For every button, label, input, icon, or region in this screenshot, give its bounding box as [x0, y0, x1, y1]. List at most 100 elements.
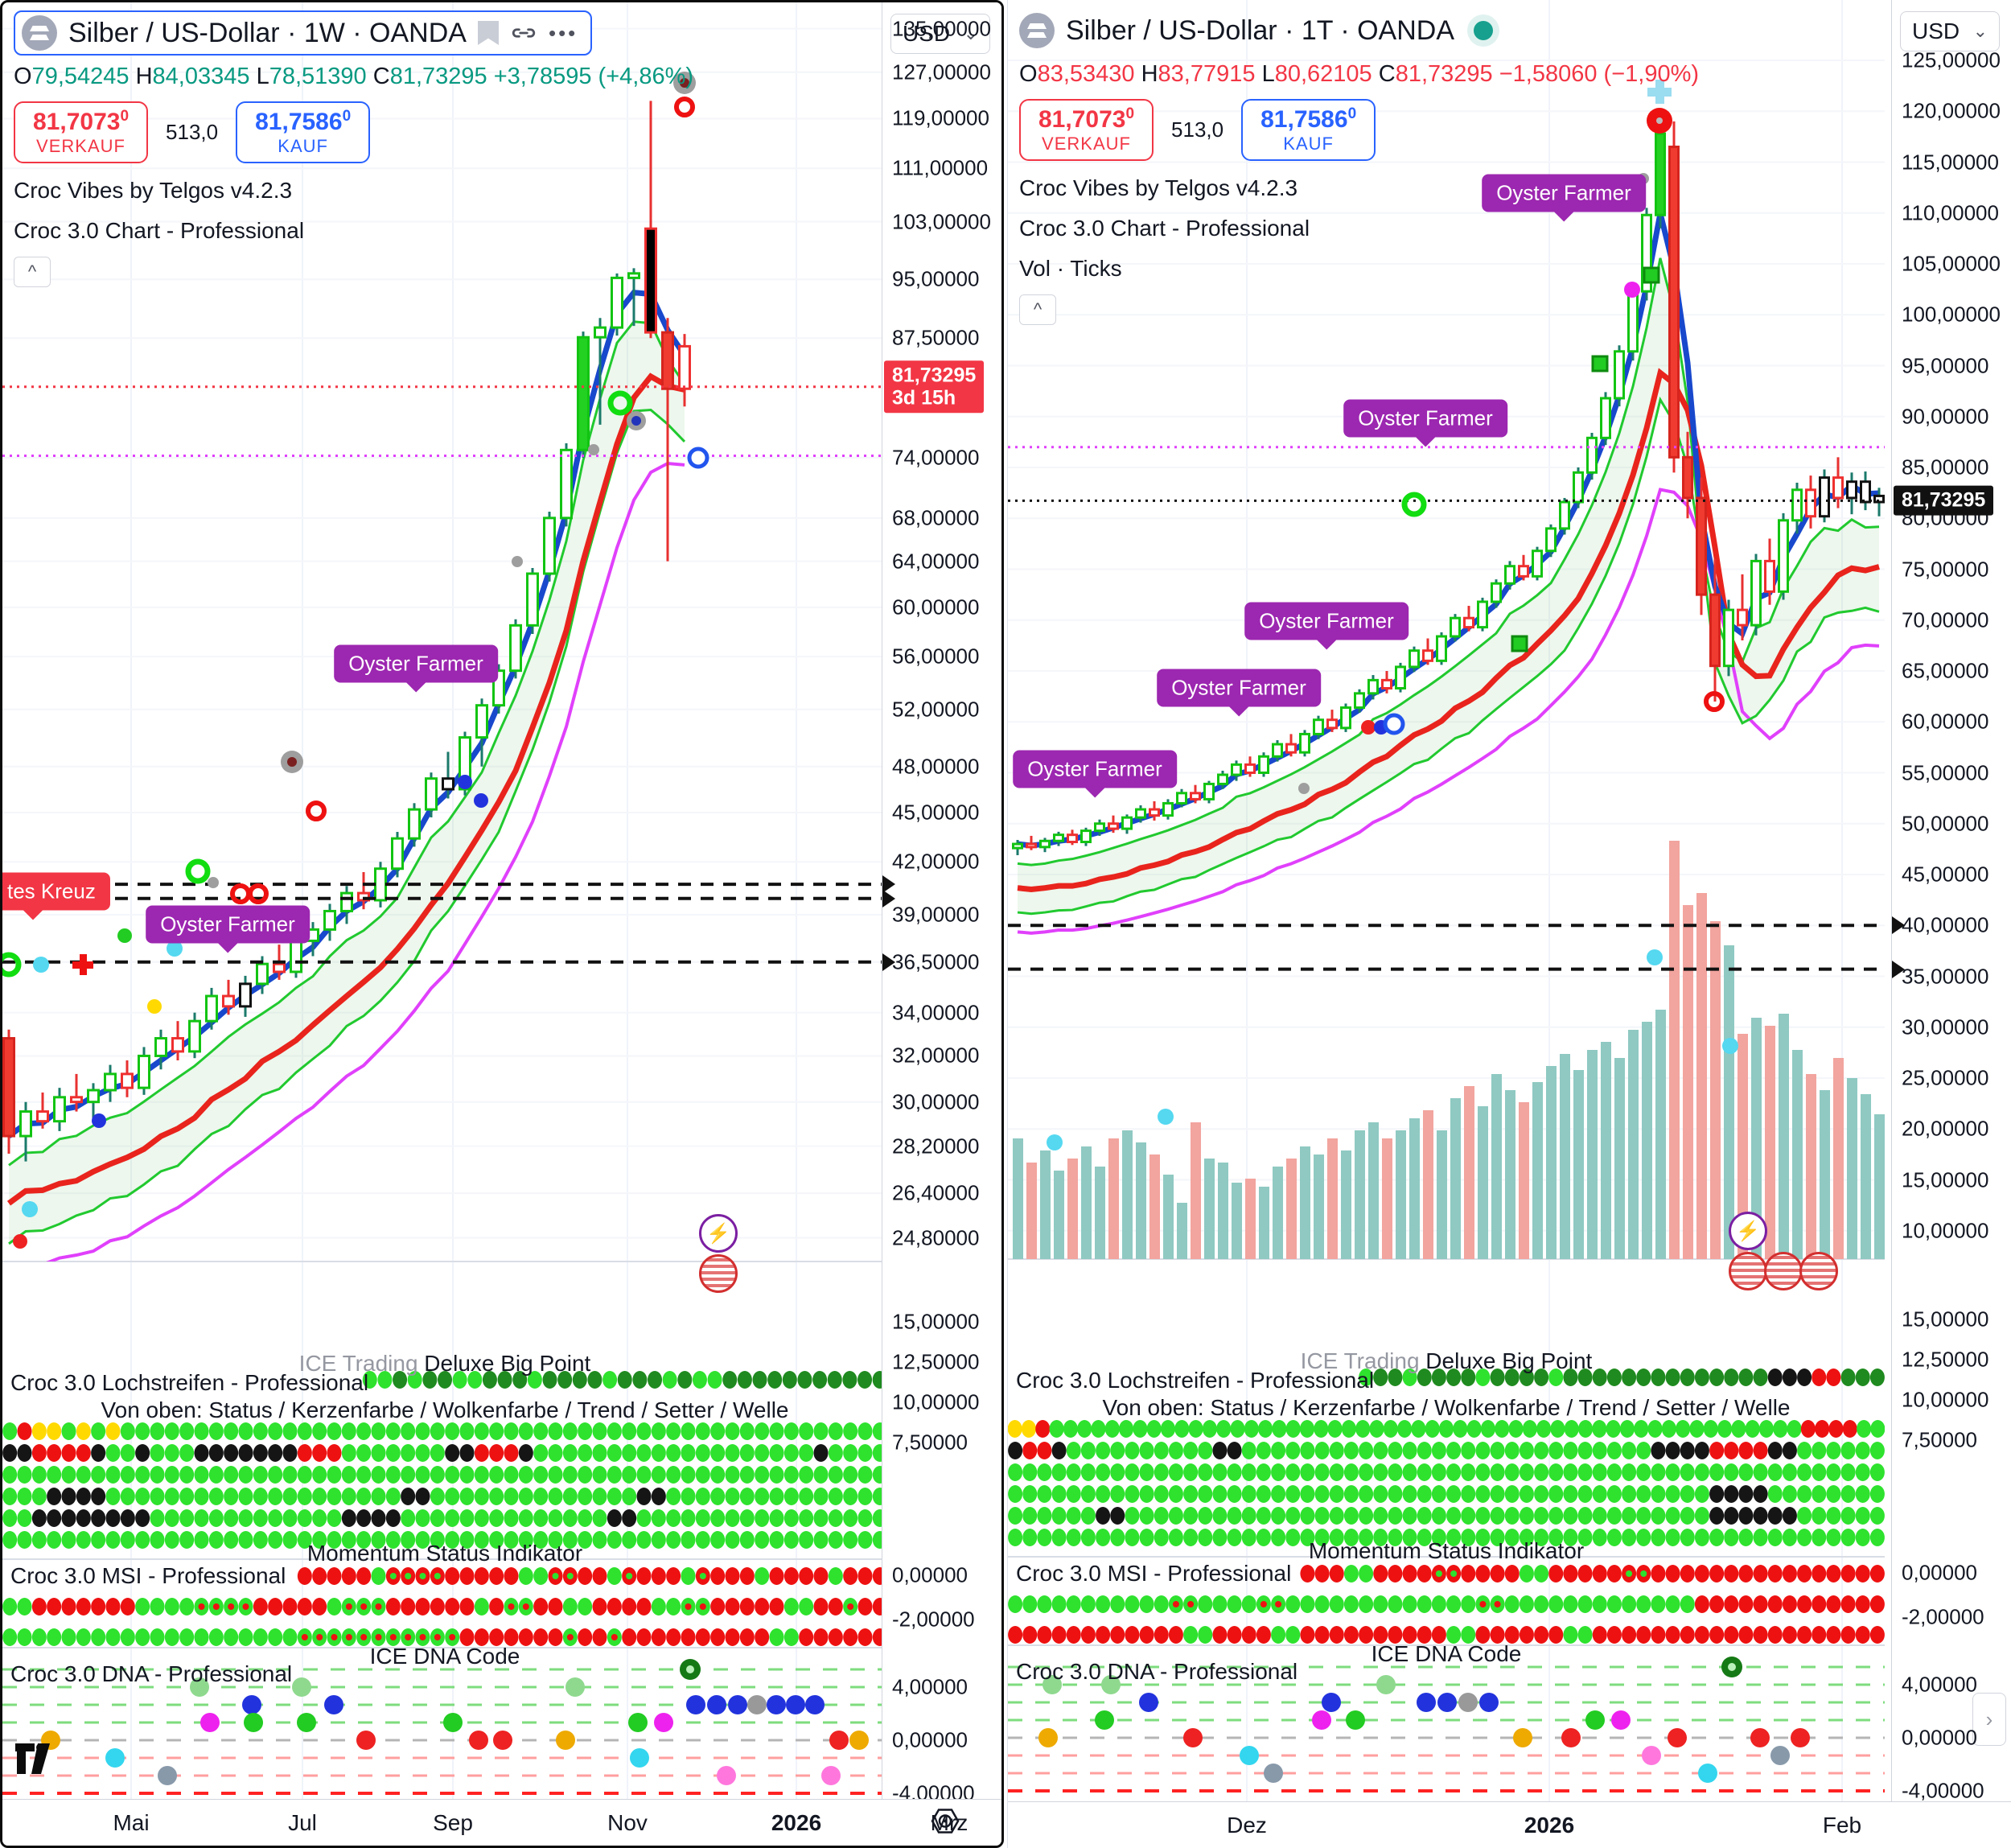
msi-label[interactable]: Croc 3.0 MSI - Professional — [1016, 1561, 1292, 1586]
time-axis-label[interactable]: 2026 — [1524, 1812, 1575, 1838]
currency-select[interactable]: USD ⌄ — [890, 14, 990, 54]
indicator-dot — [1636, 1507, 1651, 1525]
indicator-label-3[interactable]: Vol · Ticks — [1019, 256, 1122, 281]
indicator-dot — [327, 1598, 342, 1615]
expand-panel-button[interactable]: › — [1972, 1693, 2006, 1746]
indicator-dot — [1709, 1507, 1725, 1525]
indicator-dot — [268, 1598, 283, 1615]
more-options-icon[interactable]: ••• — [548, 20, 578, 45]
buy-button[interactable]: 81,75860 KAUF — [1241, 99, 1376, 161]
currency-select[interactable]: USD ⌄ — [1900, 11, 2000, 51]
candle-body — [1190, 792, 1201, 801]
axis-tick: 87,50000 — [892, 325, 980, 350]
oyster-farmer-badge[interactable]: Oyster Farmer — [1244, 602, 1409, 640]
symbol-title[interactable]: Silber / US-Dollar · 1W · OANDA — [68, 17, 467, 48]
oyster-farmer-badge[interactable]: Oyster Farmer — [1157, 669, 1321, 707]
oyster-farmer-badge[interactable]: Oyster Farmer — [1013, 750, 1177, 788]
indicator-dot — [769, 1444, 784, 1462]
indicator-dot — [253, 1598, 268, 1615]
time-axis-label[interactable]: Feb — [1822, 1812, 1862, 1838]
flash-icon[interactable]: ⚡ — [699, 1214, 738, 1253]
indicator-dot — [268, 1422, 283, 1440]
indicator-dot — [282, 1488, 298, 1505]
indicator-dot — [47, 1488, 62, 1505]
indicator-dot — [1753, 1507, 1768, 1525]
red-ring-icon — [230, 883, 251, 904]
dna-label[interactable]: Croc 3.0 DNA - Professional — [1016, 1659, 1298, 1684]
indicator-dot — [813, 1598, 829, 1615]
timezone-clock-icon[interactable] — [929, 1805, 961, 1841]
indicator-dot — [91, 1466, 106, 1484]
time-axis-label[interactable]: Dez — [1227, 1812, 1267, 1838]
indicator-dot — [1172, 1601, 1179, 1607]
candle-body — [543, 517, 556, 575]
indicator-dot — [1125, 1463, 1140, 1481]
oyster-farmer-badge[interactable]: Oyster Farmer — [1343, 399, 1507, 438]
spread-value: 513,0 — [1171, 117, 1224, 142]
indicator-label-1[interactable]: Croc Vibes by Telgos v4.2.3 — [1019, 175, 1298, 200]
msi-label[interactable]: Croc 3.0 MSI - Professional — [10, 1563, 286, 1588]
lochstreifen-label[interactable]: Croc 3.0 Lochstreifen - Professional — [10, 1370, 369, 1395]
indicator-dot — [622, 1422, 637, 1440]
sell-button[interactable]: 81,70730 VERKAUF — [1019, 99, 1154, 161]
rotes-kreuz-badge[interactable]: tes Kreuz — [2, 872, 110, 920]
price-axis-weekly[interactable]: USD ⌄ 135,00000 127,00000 119,00000 111,0000… — [882, 2, 1001, 1805]
flash-icon[interactable]: ⚡ — [1729, 1212, 1767, 1250]
globe-icon[interactable] — [1799, 1252, 1838, 1290]
indicator-label-1[interactable]: Croc Vibes by Telgos v4.2.3 — [14, 178, 293, 203]
magenta-dot-icon — [1624, 282, 1640, 298]
candle-body — [442, 777, 454, 791]
time-axis-daily[interactable]: Dez 2026 Feb — [1008, 1801, 2011, 1848]
indicator-dot — [1402, 1626, 1417, 1644]
indicator-dot — [622, 1628, 637, 1646]
sell-button[interactable]: 81,70730 VERKAUF — [14, 101, 149, 163]
indicator-dot — [1110, 1595, 1125, 1613]
indicator-dot — [739, 1488, 755, 1505]
indicator-dot — [150, 1488, 165, 1505]
indicator-label-2[interactable]: Croc 3.0 Chart - Professional — [14, 218, 305, 243]
time-axis-label[interactable]: Jul — [288, 1809, 317, 1835]
time-axis-label[interactable]: Sep — [433, 1809, 473, 1835]
lochstreifen-label[interactable]: Croc 3.0 Lochstreifen - Professional — [1016, 1368, 1375, 1393]
plot-area-weekly[interactable]: ICE Trading Deluxe Big Point Croc 3.0 Lo… — [2, 2, 887, 1805]
symbol-title[interactable]: Silber / US-Dollar · 1T · OANDA — [1066, 14, 1455, 46]
oyster-farmer-badge[interactable]: Oyster Farmer — [1482, 174, 1646, 212]
oyster-farmer-badge[interactable]: Oyster Farmer — [146, 905, 310, 944]
change-value: +3,78595 (+4,86%) — [493, 64, 694, 89]
indicator-label-2[interactable]: Croc 3.0 Chart - Professional — [1019, 216, 1310, 241]
indicator-dot — [474, 1488, 489, 1505]
candle-body — [1121, 816, 1133, 830]
price-axis-daily[interactable]: USD ⌄ › 125,00000 120,00000 115,00000 110,00… — [1891, 0, 2011, 1803]
axis-tick: 45,00000 — [1902, 862, 1989, 887]
globe-icon[interactable] — [699, 1254, 738, 1293]
indicator-dot — [1260, 1601, 1267, 1607]
time-axis-label[interactable]: Mai — [113, 1809, 150, 1835]
indicator-dot — [253, 1628, 268, 1646]
indicator-dot — [17, 1531, 32, 1549]
plot-area-daily[interactable]: ICE Trading Deluxe Big Point Croc 3.0 Lo… — [1008, 0, 1885, 1802]
collapse-button[interactable]: ^ — [14, 257, 51, 287]
candle-body — [53, 1096, 66, 1123]
buy-button[interactable]: 81,75860 KAUF — [236, 101, 371, 163]
globe-icon[interactable] — [1729, 1252, 1767, 1290]
globe-icon[interactable] — [1764, 1252, 1803, 1290]
time-axis-label[interactable]: Nov — [607, 1809, 648, 1835]
flag-icon[interactable] — [477, 21, 499, 45]
time-axis-label[interactable]: 2026 — [771, 1809, 822, 1835]
link-icon[interactable] — [510, 19, 537, 47]
dna-label[interactable]: Croc 3.0 DNA - Professional — [10, 1661, 293, 1686]
indicator-dot — [783, 1466, 799, 1484]
symbol-pill[interactable]: Silber / US-Dollar · 1W · OANDA ••• — [14, 10, 593, 56]
indicator-dot — [1160, 1420, 1175, 1438]
time-axis-weekly[interactable]: Mai Jul Sep Nov 2026 Mrz — [2, 1799, 1001, 1846]
time-axis-label[interactable]: Mrz — [930, 1809, 968, 1835]
indicator-dot — [587, 1371, 602, 1389]
indicator-dot — [1461, 1485, 1476, 1503]
indicator-dot — [1767, 1595, 1783, 1613]
indicator-dot — [1139, 1595, 1154, 1613]
indicator-dot — [695, 1531, 710, 1549]
indicator-dot — [1080, 1529, 1096, 1546]
indicator-dot — [1125, 1529, 1140, 1546]
collapse-button[interactable]: ^ — [1019, 294, 1056, 325]
oyster-farmer-badge[interactable]: Oyster Farmer — [334, 644, 498, 683]
